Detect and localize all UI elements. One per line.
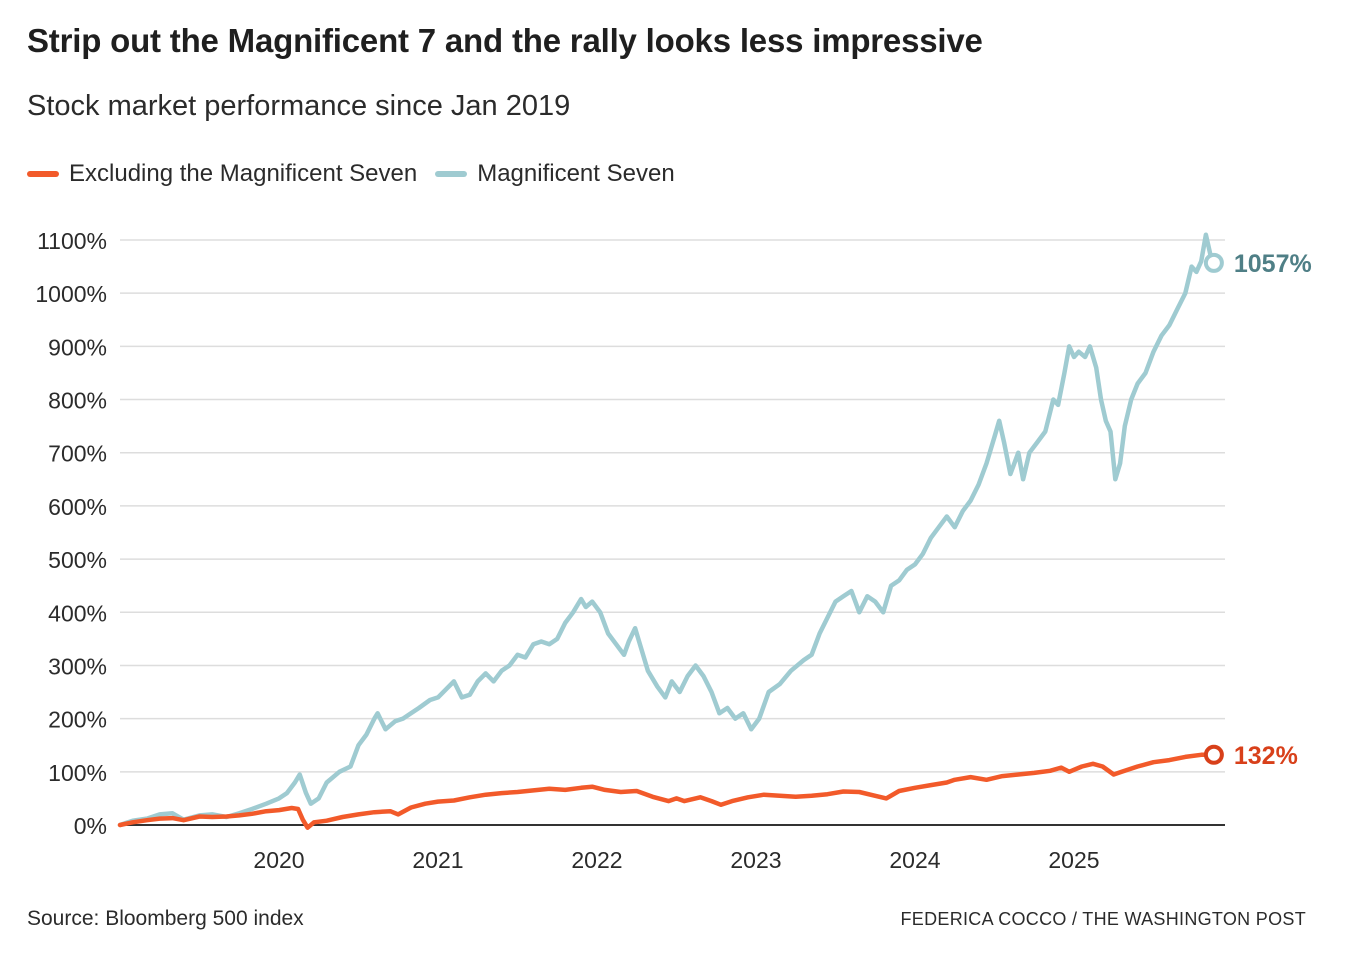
x-tick-label-2023: 2023 xyxy=(730,847,781,873)
chart-title: Strip out the Magnificent 7 and the rall… xyxy=(27,22,983,59)
end-marker-mag7 xyxy=(1203,252,1224,273)
y-tick-label-200: 200% xyxy=(48,707,107,733)
y-tick-label-600: 600% xyxy=(48,494,107,520)
chart-subtitle: Stock market performance since Jan 2019 xyxy=(27,90,571,122)
legend-label-mag7: Magnificent Seven xyxy=(477,160,675,187)
series-line-ex-mag7 xyxy=(117,752,1217,830)
y-tick-label-700: 700% xyxy=(48,441,107,467)
end-label-mag7: 1057% xyxy=(1234,250,1312,278)
legend-swatch-mag7 xyxy=(435,171,468,177)
legend-label-ex-mag7: Excluding the Magnificent Seven xyxy=(69,160,418,187)
y-tick-label-1000: 1000% xyxy=(35,281,107,307)
legend-swatch-ex-mag7 xyxy=(27,171,59,177)
y-tick-label-800: 800% xyxy=(48,388,107,414)
y-tick-label-1100: 1100% xyxy=(37,228,107,254)
x-tick-label-2022: 2022 xyxy=(571,847,622,873)
y-tick-label-100: 100% xyxy=(48,760,107,786)
x-tick-label-2021: 2021 xyxy=(412,847,463,873)
source-note: Source: Bloomberg 500 index xyxy=(27,907,304,930)
y-tick-label-0: 0% xyxy=(74,813,107,839)
legend-item-ex-mag7: Excluding the Magnificent Seven xyxy=(27,160,417,188)
x-tick-label-2024: 2024 xyxy=(889,847,940,873)
y-tick-label-900: 900% xyxy=(48,334,107,360)
y-tick-label-300: 300% xyxy=(48,653,107,679)
series-line-mag7 xyxy=(117,232,1217,828)
y-tick-label-500: 500% xyxy=(48,547,107,573)
y-tick-label-400: 400% xyxy=(48,600,107,626)
credit-line: FEDERICA COCCO / THE WASHINGTON POST xyxy=(900,909,1306,929)
chart-legend: Excluding the Magnificent Seven Magnific… xyxy=(27,160,693,188)
end-label-ex-mag7: 132% xyxy=(1234,742,1298,770)
x-tick-label-2025: 2025 xyxy=(1048,847,1099,873)
end-marker-ex-mag7 xyxy=(1203,744,1224,765)
legend-item-mag7: Magnificent Seven xyxy=(435,160,675,188)
x-tick-label-2020: 2020 xyxy=(253,847,304,873)
